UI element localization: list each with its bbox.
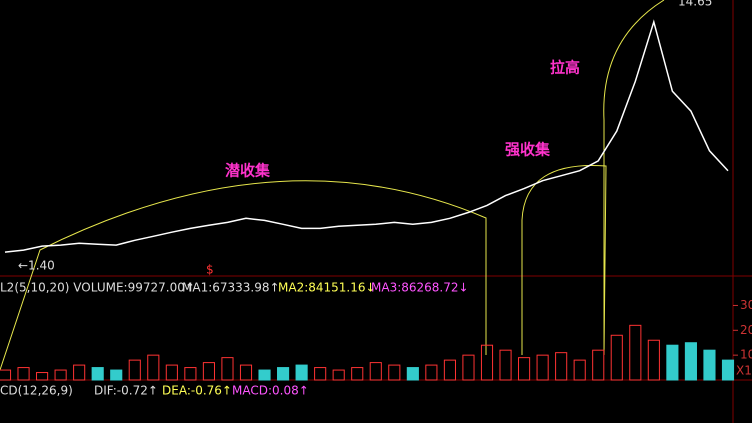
volume-bar — [573, 359, 586, 381]
volume-ma1: MA1:67333.98↑ — [182, 281, 280, 295]
price-line — [4, 19, 729, 253]
volume-bar — [388, 364, 401, 381]
volume-bar — [536, 354, 549, 381]
volume-unit: X10 — [736, 364, 752, 378]
volume-bar — [73, 364, 86, 381]
annotation: 强收集 — [505, 141, 551, 159]
volume-bar — [425, 364, 438, 381]
volume-bar — [258, 369, 271, 381]
annotation-curve — [521, 164, 607, 356]
volume-bar — [147, 354, 160, 381]
macd-value: MACD:0.08↑ — [232, 384, 309, 398]
y-tick-label: 20 — [740, 323, 752, 337]
volume-header: L2(5,10,20) VOLUME:99727.00↑ — [0, 281, 195, 295]
volume-bar — [91, 367, 104, 381]
volume-bar — [17, 367, 30, 381]
volume-bar — [647, 339, 660, 381]
volume-bar — [555, 352, 568, 381]
volume-bar — [443, 359, 456, 381]
volume-bar — [610, 334, 623, 381]
y-tick-label: 10 — [740, 348, 752, 362]
volume-bar — [295, 364, 308, 381]
volume-bar — [277, 367, 290, 381]
volume-bar — [221, 357, 234, 381]
volume-ma2: MA2:84151.16↓ — [278, 281, 376, 295]
volume-bar — [184, 367, 197, 381]
volume-bar — [629, 324, 642, 381]
y-tick-label: 30 — [740, 298, 752, 312]
volume-bar — [703, 349, 716, 381]
volume-bar — [684, 342, 697, 381]
volume-bar — [592, 349, 605, 381]
volume-bar — [351, 367, 364, 381]
volume-bar — [332, 369, 345, 381]
high-label: 14.65 — [678, 0, 712, 9]
marker: $ — [206, 263, 214, 277]
volume-ma3: MA3:86268.72↓ — [371, 281, 469, 295]
annotation: 拉高 — [550, 59, 580, 77]
volume-bar — [0, 369, 12, 381]
volume-bar — [202, 362, 215, 381]
volume-bar — [480, 344, 494, 381]
volume-bar — [369, 362, 382, 381]
annotation: 潜收集 — [225, 162, 271, 180]
volume-bar — [165, 364, 178, 381]
volume-bar — [54, 369, 67, 381]
macd-dea: DEA:-0.76↑ — [162, 384, 232, 398]
volume-bar — [721, 359, 735, 381]
volume-bar — [518, 357, 531, 381]
annotation-curve — [0, 180, 487, 371]
macd-dif: DIF:-0.72↑ — [94, 384, 158, 398]
volume-bar — [499, 349, 512, 381]
low-label: ←1.40 — [18, 259, 55, 273]
volume-bar — [36, 372, 49, 381]
volume-bar — [406, 367, 419, 381]
annotation-curve — [603, 0, 665, 355]
macd-header: CD(12,26,9) — [0, 384, 73, 398]
volume-bar — [314, 367, 327, 381]
volume-bar — [128, 359, 141, 381]
volume-bar — [110, 369, 123, 381]
volume-bar — [239, 364, 253, 381]
volume-bar — [462, 354, 475, 381]
volume-bar — [666, 344, 679, 381]
